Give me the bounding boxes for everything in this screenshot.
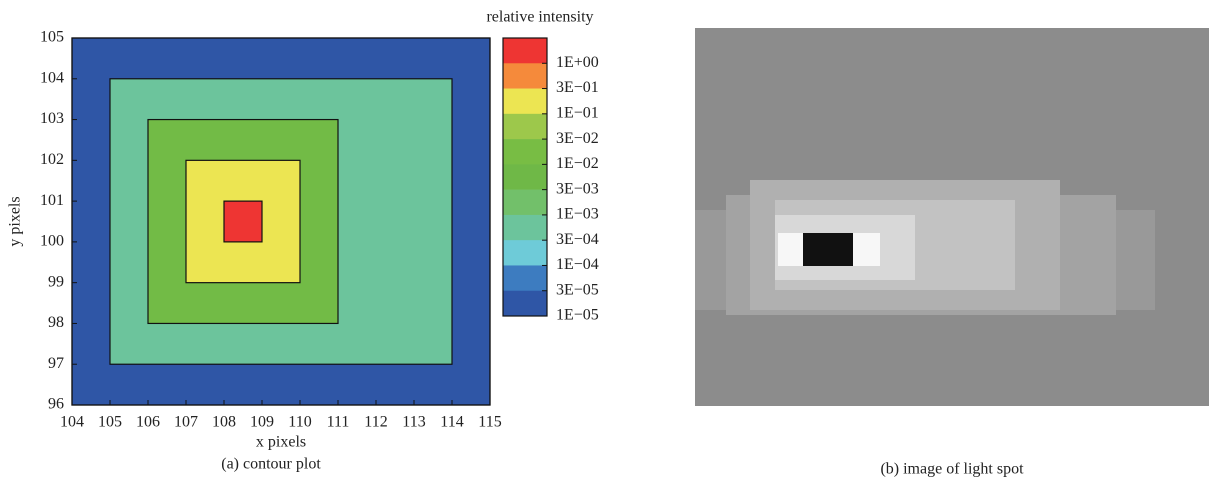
colorbar-label: 3E−03: [556, 180, 599, 197]
y-tick-label: 101: [40, 192, 64, 209]
chart-caption: (a) contour plot: [221, 456, 321, 473]
x-tick-label: 111: [327, 414, 350, 431]
y-tick-label: 102: [40, 151, 64, 168]
colorbar-label: 1E−04: [556, 256, 599, 273]
image-caption: (b) image of light spot: [880, 461, 1024, 478]
y-tick-label: 97: [48, 355, 64, 372]
y-tick-label: 96: [48, 396, 64, 413]
x-tick-label: 107: [174, 414, 198, 431]
colorbar-band: [503, 38, 547, 64]
y-tick-label: 103: [40, 110, 64, 127]
y-tick-label: 98: [48, 314, 64, 331]
colorbar-label: 1E−02: [556, 155, 599, 172]
colorbar-band: [503, 89, 547, 115]
x-tick-label: 115: [478, 414, 501, 431]
colorbar-label: 3E−02: [556, 130, 599, 147]
x-tick-label: 108: [212, 414, 236, 431]
y-axis-label: y pixels: [7, 196, 24, 246]
y-tick-label: 99: [48, 273, 64, 290]
colorbar-label: 3E−01: [556, 79, 599, 96]
colorbar-band: [503, 139, 547, 165]
colorbar-band: [503, 215, 547, 241]
x-tick-label: 109: [250, 414, 274, 431]
x-tick-label: 113: [402, 414, 425, 431]
x-tick-label: 110: [288, 414, 311, 431]
colorbar-band: [503, 291, 547, 317]
page: {"chart_data": {"type": "contour", "capt…: [0, 0, 1224, 482]
figure: (b) image of light spot 104 105 106 107 108 1…: [0, 0, 1224, 482]
colorbar-label: 1E+00: [556, 54, 599, 71]
x-tick-label: 105: [98, 414, 122, 431]
colorbar-label: 1E−05: [556, 307, 599, 324]
colorbar-band: [503, 240, 547, 266]
x-tick-label: 114: [440, 414, 463, 431]
x-tick-label: 112: [364, 414, 387, 431]
colorbar-label: 3E−04: [556, 231, 599, 248]
x-tick-label: 104: [60, 414, 84, 431]
colorbar-band: [503, 114, 547, 140]
contour-region: [224, 201, 262, 242]
colorbar-band: [503, 63, 547, 89]
colorbar-band: [503, 265, 547, 291]
colorbar-band: [503, 164, 547, 190]
x-axis-label: x pixels: [256, 434, 306, 451]
y-tick-label: 105: [40, 29, 64, 46]
colorbar-title: relative intensity: [486, 9, 593, 26]
light-spot-image: (b) image of light spot: [695, 28, 1209, 478]
y-tick-label: 104: [40, 69, 64, 86]
colorbar-band: [503, 190, 547, 216]
image-core: [803, 233, 853, 266]
colorbar-label: 1E−03: [556, 206, 599, 223]
colorbar-label: 1E−01: [556, 104, 599, 121]
y-tick-label: 100: [40, 233, 64, 250]
colorbar-label: 3E−05: [556, 281, 599, 298]
x-tick-label: 106: [136, 414, 160, 431]
